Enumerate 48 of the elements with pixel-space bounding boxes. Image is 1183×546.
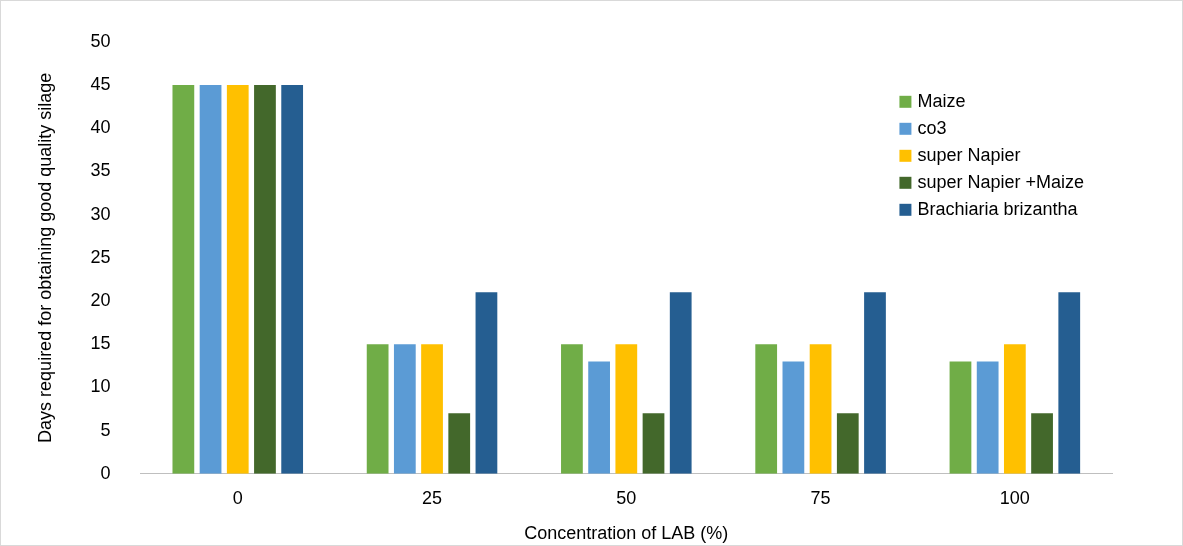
legend-label: Maize	[917, 90, 966, 111]
bar	[561, 344, 583, 474]
y-tick-label: 10	[90, 376, 111, 397]
legend-label: super Napier	[917, 144, 1021, 165]
y-tick-label: 30	[90, 203, 111, 224]
bar	[976, 361, 999, 474]
bar	[864, 292, 886, 474]
legend-label: Brachiaria brizantha	[917, 198, 1079, 219]
bar	[226, 85, 249, 474]
bar	[1003, 344, 1026, 474]
bar	[782, 361, 805, 474]
bar	[475, 292, 498, 474]
bar	[809, 344, 832, 474]
bar	[172, 85, 195, 474]
x-tick-label: 75	[810, 487, 831, 508]
bar	[642, 413, 665, 474]
bar	[254, 85, 276, 474]
y-tick-label: 15	[90, 333, 111, 354]
y-tick-label: 45	[90, 73, 111, 94]
bar	[199, 85, 222, 474]
bar	[1058, 292, 1081, 474]
bar	[949, 361, 972, 474]
x-tick-label: 50	[616, 487, 637, 508]
bar	[615, 344, 638, 474]
x-tick-label: 100	[999, 487, 1030, 508]
y-tick-label: 5	[100, 419, 111, 440]
legend-label: super Napier +Maize	[917, 171, 1085, 192]
bar	[669, 292, 692, 474]
y-tick-label: 25	[90, 246, 111, 267]
y-axis-title: Days required for obtaining good quality silage	[34, 72, 55, 443]
y-tick-label: 35	[90, 160, 111, 181]
bar	[588, 361, 610, 474]
legend-label: co3	[917, 117, 947, 138]
bar	[393, 344, 416, 474]
bar	[366, 344, 389, 474]
bar	[1031, 413, 1053, 474]
bar	[281, 85, 304, 474]
bar	[448, 413, 471, 474]
y-tick-label: 20	[90, 289, 111, 310]
x-tick-label: 0	[232, 487, 243, 508]
y-tick-label: 50	[90, 30, 111, 51]
y-tick-label: 0	[100, 462, 111, 483]
bar	[755, 344, 778, 474]
bar	[421, 344, 443, 474]
bar	[836, 413, 859, 474]
x-tick-label: 25	[422, 487, 443, 508]
y-tick-label: 40	[90, 117, 111, 138]
x-axis-title: Concentration of LAB (%)	[524, 523, 729, 544]
